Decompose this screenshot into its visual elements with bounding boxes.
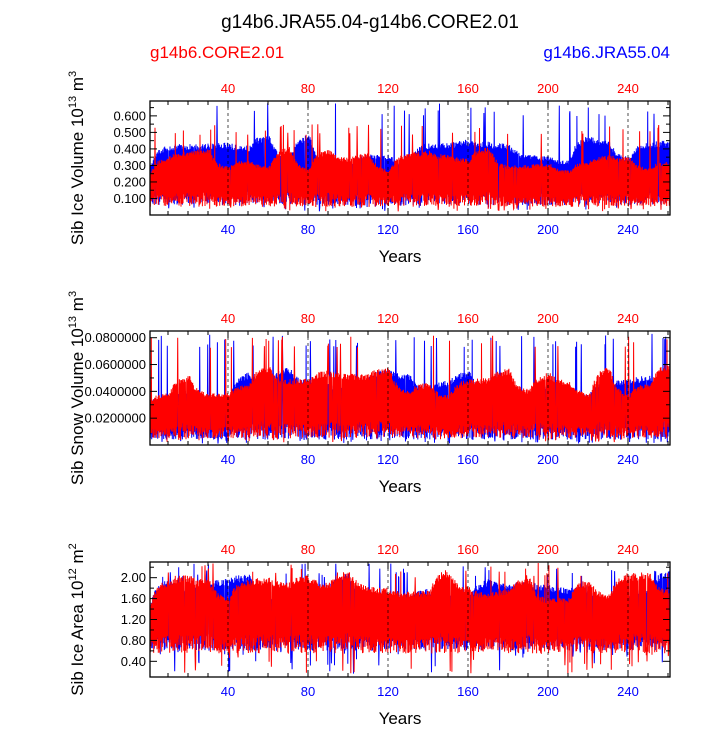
plot-frame (149, 330, 671, 446)
y-tick-label: 0.400 (113, 141, 146, 156)
y-axis-label: Sib Snow Volume 1013 m3 (67, 291, 87, 485)
x-tick-label-top: 120 (377, 311, 399, 326)
x-tick-label-top: 80 (301, 542, 315, 557)
y-tick-label: 1.60 (121, 591, 146, 606)
x-tick-label-top: 200 (537, 81, 559, 96)
panels: 404080801201201601602002002402400.1000.2… (67, 71, 671, 728)
x-tick-label-bottom: 160 (457, 452, 479, 467)
series-core2-line (150, 124, 670, 212)
x-tick-label-top: 40 (221, 311, 235, 326)
y-tick-label: 0.0800000 (85, 330, 146, 345)
x-tick-label-bottom: 160 (457, 222, 479, 237)
y-label-unit: m (68, 297, 87, 316)
x-tick-label-bottom: 40 (221, 222, 235, 237)
x-tick-label-bottom: 80 (301, 452, 315, 467)
series-core2-line (150, 562, 670, 675)
series-core2-line (150, 335, 670, 443)
x-tick-label-top: 240 (617, 311, 639, 326)
y-axis-label: Sib Ice Area 1012 m2 (67, 543, 87, 696)
y-label-unit: m (68, 549, 87, 568)
y-tick-label: 0.80 (121, 633, 146, 648)
plot-frame (149, 100, 671, 216)
y-label-exponent: 13 (67, 316, 79, 328)
y-label-unit-exponent: 2 (67, 543, 79, 549)
y-tick-label: 0.200 (113, 174, 146, 189)
y-tick-label: 0.500 (113, 125, 146, 140)
x-tick-label-bottom: 120 (377, 684, 399, 699)
y-label-exponent: 12 (67, 568, 79, 580)
y-tick-label: 0.40 (121, 654, 146, 669)
x-tick-label-bottom: 40 (221, 684, 235, 699)
x-tick-label-top: 200 (537, 311, 559, 326)
y-label-unit-exponent: 3 (67, 71, 79, 77)
x-tick-label-bottom: 200 (537, 452, 559, 467)
x-tick-label-bottom: 80 (301, 684, 315, 699)
figure-title: g14b6.JRA55.04-g14b6.CORE2.01 (221, 12, 519, 33)
y-tick-label: 0.100 (113, 191, 146, 206)
x-tick-label-bottom: 160 (457, 684, 479, 699)
y-label-unit-exponent: 3 (67, 291, 79, 297)
x-tick-label-bottom: 80 (301, 222, 315, 237)
x-tick-label-top: 80 (301, 81, 315, 96)
y-tick-label: 0.0400000 (85, 384, 146, 399)
x-tick-label-top: 200 (537, 542, 559, 557)
x-tick-label-bottom: 200 (537, 222, 559, 237)
panel-3: 40 40 80 80 120 120 160 160 200 200 240 240 0.40 0.80… (67, 542, 671, 728)
y-tick-label: 1.20 (121, 612, 146, 627)
y-label-exponent: 13 (67, 96, 79, 108)
y-label-unit: m (68, 77, 87, 96)
x-tick-label-top: 80 (301, 311, 315, 326)
y-tick-label: 2.00 (121, 570, 146, 585)
x-tick-label-bottom: 240 (617, 452, 639, 467)
x-tick-label-top: 40 (221, 542, 235, 557)
x-tick-label-bottom: 40 (221, 452, 235, 467)
legend-core2: g14b6.CORE2.01 (150, 43, 284, 62)
x-axis-label: Years (379, 709, 422, 728)
x-tick-label-top: 120 (377, 81, 399, 96)
y-tick-label: 0.300 (113, 158, 146, 173)
x-tick-label-bottom: 120 (377, 222, 399, 237)
panel-2: 40 40 80 80 120 120 160 160 200 200 240 240 0.020000… (67, 291, 671, 496)
x-axis-label: Years (379, 477, 422, 496)
y-label-main: Sib Ice Volume 10 (68, 108, 87, 245)
x-tick-label-top: 40 (221, 81, 235, 96)
x-tick-label-top: 240 (617, 81, 639, 96)
y-tick-label: 0.0600000 (85, 357, 146, 372)
x-tick-label-bottom: 240 (617, 222, 639, 237)
x-tick-label-top: 120 (377, 542, 399, 557)
y-label-main: Sib Ice Area 10 (68, 580, 87, 695)
legend-jra55: g14b6.JRA55.04 (543, 43, 670, 62)
x-tick-label-top: 160 (457, 311, 479, 326)
x-tick-label-bottom: 120 (377, 452, 399, 467)
x-tick-label-top: 240 (617, 542, 639, 557)
x-axis-label: Years (379, 247, 422, 266)
y-axis-label: Sib Ice Volume 1013 m3 (67, 71, 87, 245)
x-tick-label-bottom: 200 (537, 684, 559, 699)
y-label-main: Sib Snow Volume 10 (68, 328, 87, 485)
x-tick-label-top: 160 (457, 81, 479, 96)
x-tick-label-bottom: 240 (617, 684, 639, 699)
x-tick-label-top: 160 (457, 542, 479, 557)
y-tick-label: 0.0200000 (85, 411, 146, 426)
panel-1: 40 40 80 80 120 120 160 160 200 200 240 240 0.100 0.2… (67, 71, 671, 266)
y-tick-label: 0.600 (113, 108, 146, 123)
